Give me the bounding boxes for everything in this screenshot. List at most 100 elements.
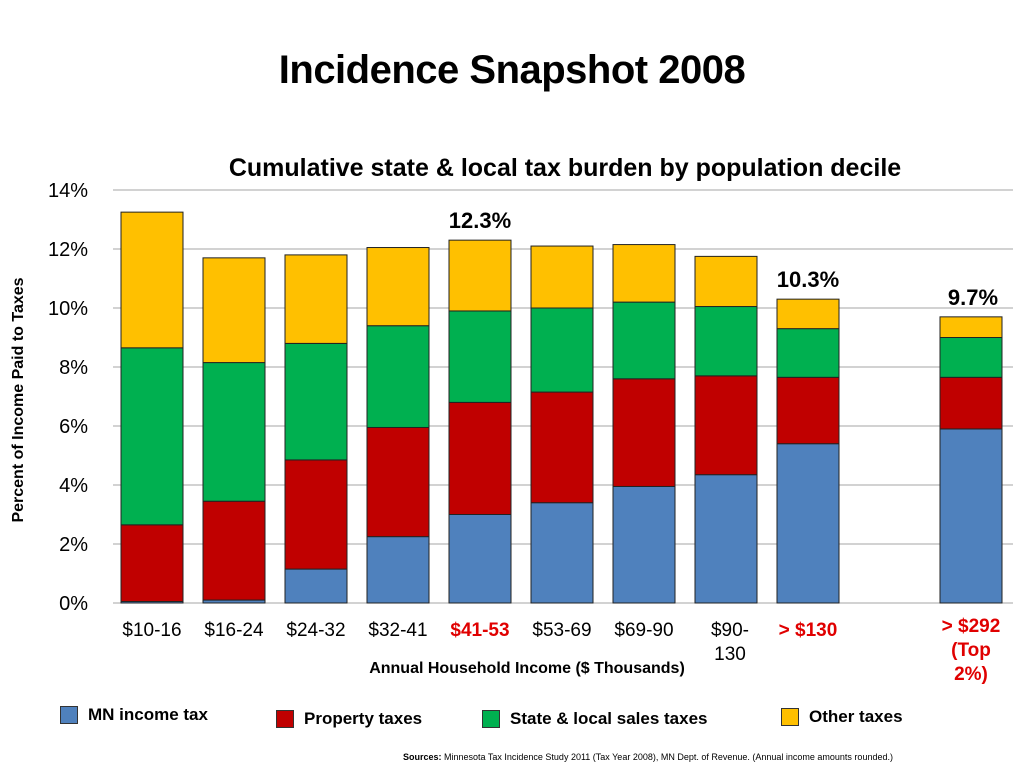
bar-segment-property-taxes — [366, 426, 430, 538]
bar-stack-32-41 — [366, 247, 430, 604]
x-category-line: (Top — [951, 640, 991, 661]
slide-title: Incidence Snapshot 2008 — [278, 48, 746, 92]
x-category-line: > $292 — [942, 616, 1001, 637]
x-category-line: > $130 — [779, 620, 838, 641]
bar-segment-mn-income-tax — [366, 536, 430, 604]
x-category-line: 2%) — [954, 664, 988, 685]
y-tick-label: 8% — [59, 357, 88, 379]
bar-segment-other-taxes — [284, 254, 348, 344]
y-tick-label: 10% — [48, 298, 88, 320]
bar-segment-state-local-sales-taxes — [120, 347, 184, 526]
x-category-line: $10-16 — [122, 620, 181, 641]
bar-stack-90-130 — [694, 255, 758, 604]
bar-segment-other-taxes — [448, 239, 512, 312]
stacked-bars — [120, 211, 1003, 604]
legend-label-other-taxes: Other taxes — [809, 707, 903, 726]
y-axis-ticks: 0% 2% 4% 6% 8% 10% 12% 14% — [48, 180, 88, 615]
bar-segment-mn-income-tax — [612, 485, 676, 604]
legend-item-sales-taxes: State & local sales taxes — [482, 709, 708, 729]
bar-stack-16-24 — [202, 257, 266, 604]
x-category-line: 130 — [714, 644, 746, 665]
bar-segment-other-taxes — [530, 245, 594, 309]
legend-item-property-taxes: Property taxes — [276, 709, 422, 729]
bar-segment-other-taxes — [939, 316, 1003, 339]
bar-segment-property-taxes — [120, 524, 184, 603]
y-tick-label: 4% — [59, 475, 88, 497]
bar-segment-property-taxes — [694, 375, 758, 476]
bar-segment-state-local-sales-taxes — [448, 310, 512, 403]
x-category-label: > $130 — [779, 620, 838, 641]
x-category-line: $32-41 — [368, 620, 427, 641]
x-category-line: $53-69 — [532, 620, 591, 641]
sources-text: Minnesota Tax Incidence Study 2011 (Tax … — [444, 752, 893, 762]
bar-segment-property-taxes — [284, 459, 348, 570]
bar-segment-other-taxes — [202, 257, 266, 364]
bar-segment-mn-income-tax — [530, 502, 594, 604]
x-axis-label: Annual Household Income ($ Thousands) — [369, 660, 685, 677]
bar-segment-other-taxes — [120, 211, 184, 349]
bar-segment-other-taxes — [366, 247, 430, 327]
sources-label: Sources: — [403, 752, 442, 762]
bar-segment-mn-income-tax — [284, 568, 348, 604]
y-tick-label: 6% — [59, 416, 88, 438]
y-axis-label: Percent of Income Paid to Taxes — [10, 277, 27, 522]
x-category-line: $69-90 — [614, 620, 673, 641]
bar-segment-state-local-sales-taxes — [284, 342, 348, 461]
legend-swatch-property-taxes — [276, 710, 294, 728]
x-category-label: $10-16 — [122, 620, 181, 641]
bar-segment-property-taxes — [202, 500, 266, 601]
x-category-line: $41-53 — [450, 620, 509, 641]
y-tick-label: 12% — [48, 239, 88, 261]
bar-segment-other-taxes — [776, 298, 840, 330]
bar-segment-mn-income-tax — [448, 514, 512, 604]
legend-label-sales-taxes: State & local sales taxes — [510, 709, 708, 728]
legend-label-mn-income-tax: MN income tax — [88, 705, 208, 724]
legend-swatch-sales-taxes — [482, 710, 500, 728]
bar-segment-state-local-sales-taxes — [366, 325, 430, 428]
bar-segment-property-taxes — [612, 378, 676, 487]
x-category-label: $53-69 — [532, 620, 591, 641]
bar-stack-69-90 — [612, 244, 676, 604]
bar-stack-10-16 — [120, 211, 184, 604]
legend-swatch-mn-income-tax — [60, 706, 78, 724]
bar-stack-53-69 — [530, 245, 594, 604]
bar-segment-mn-income-tax — [694, 474, 758, 604]
x-category-label: $16-24 — [204, 620, 264, 641]
bar-stack-130 — [776, 298, 840, 604]
x-category-label: $32-41 — [368, 620, 427, 641]
total-label-41-53: 12.3% — [449, 208, 511, 233]
x-category-label: $24-32 — [286, 620, 345, 641]
bar-segment-property-taxes — [776, 376, 840, 445]
bar-segment-state-local-sales-taxes — [939, 337, 1003, 378]
legend-label-property-taxes: Property taxes — [304, 709, 423, 728]
bar-segment-property-taxes — [939, 376, 1003, 430]
bar-segment-property-taxes — [530, 391, 594, 504]
legend-item-mn-income-tax: MN income tax — [60, 705, 208, 725]
bar-segment-mn-income-tax — [939, 428, 1003, 604]
total-annotations: 12.3% 10.3% 9.7% — [449, 208, 998, 310]
x-axis-categories: $10-16 $16-24 $24-32 $32-41 $41-53 $53-69 $69-… — [122, 616, 1000, 685]
bar-segment-state-local-sales-taxes — [202, 362, 266, 502]
legend-swatch-other-taxes — [781, 708, 799, 726]
x-category-label: $90- 130 — [711, 620, 749, 665]
total-label-292-top-2: 9.7% — [948, 285, 998, 310]
bar-stack-41-53 — [448, 239, 512, 604]
bar-segment-property-taxes — [448, 401, 512, 515]
y-tick-label: 2% — [59, 534, 88, 556]
sources-note: Sources: Minnesota Tax Incidence Study 2… — [403, 752, 893, 762]
y-tick-label: 0% — [59, 593, 88, 615]
legend-item-other-taxes: Other taxes — [781, 707, 903, 727]
bar-segment-state-local-sales-taxes — [530, 307, 594, 393]
bar-segment-other-taxes — [612, 244, 676, 303]
x-category-label: $69-90 — [614, 620, 673, 641]
bar-segment-state-local-sales-taxes — [776, 328, 840, 378]
x-category-label: > $292 (Top 2%) — [942, 616, 1001, 685]
bar-segment-state-local-sales-taxes — [612, 301, 676, 380]
x-category-line: $24-32 — [286, 620, 345, 641]
bar-stack-24-32 — [284, 254, 348, 604]
bar-stack-292-top-2 — [939, 316, 1003, 604]
bar-segment-other-taxes — [694, 255, 758, 308]
chart-title: Cumulative state & local tax burden by p… — [228, 154, 902, 182]
y-tick-label: 14% — [48, 180, 88, 202]
